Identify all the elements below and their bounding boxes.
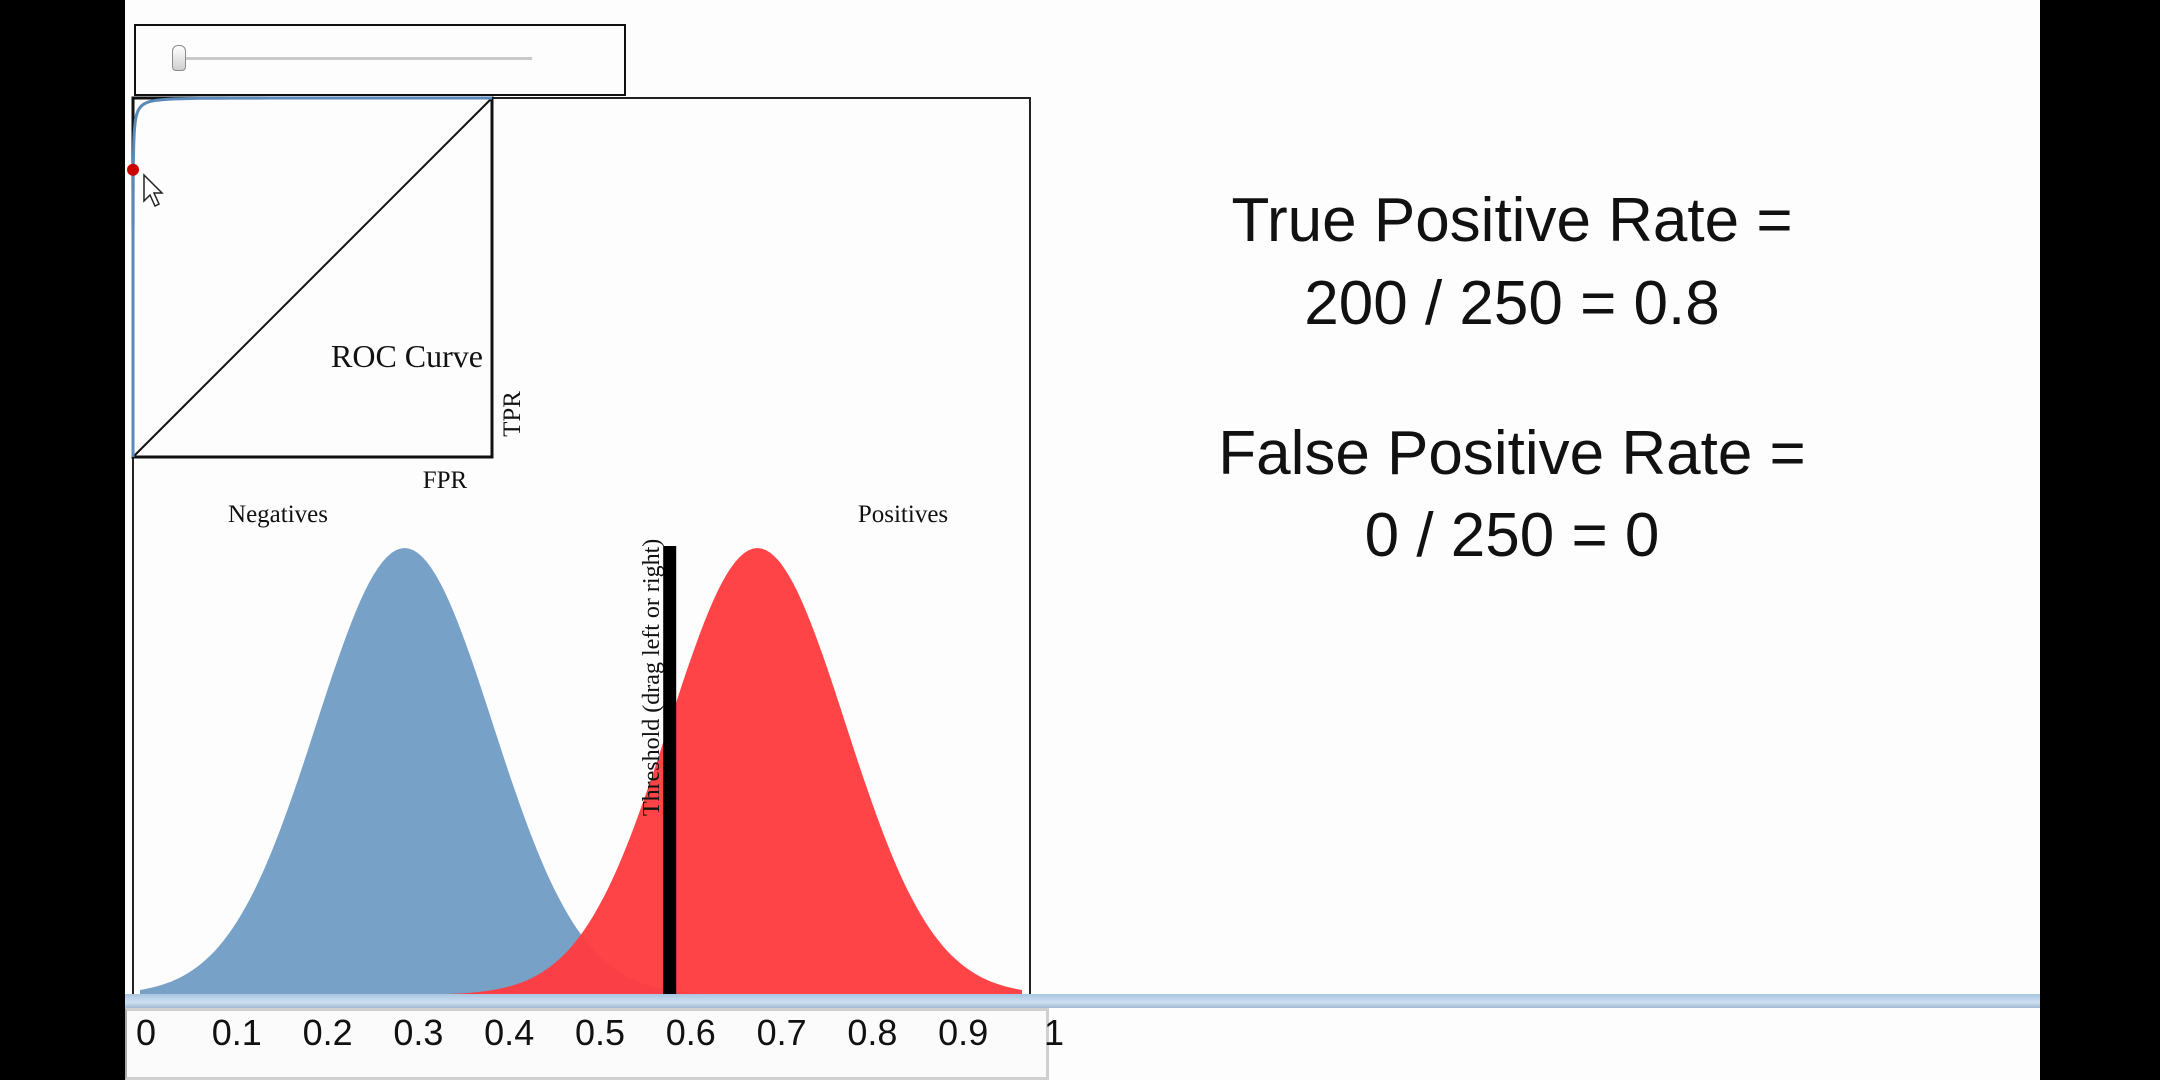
tpr-value: 200 / 250 = 0.8: [1304, 269, 1720, 338]
axis-tick-label: 0.6: [665, 1012, 716, 1053]
roc-ylabel: TPR: [499, 391, 526, 437]
axis-tick-label: 0.9: [938, 1012, 989, 1053]
axis-tick-label: 0.3: [393, 1012, 444, 1053]
right-letterbox: [2040, 0, 2160, 1080]
axis-tick-label: 0.8: [847, 1012, 898, 1053]
positives-distribution: [140, 548, 1022, 995]
axis-tick-label: 0.4: [484, 1012, 535, 1053]
tpr-label: True Positive Rate =: [1231, 186, 1793, 255]
roc-diagonal: [132, 97, 493, 458]
threshold-label: Threshold (drag left or right): [639, 539, 665, 816]
window-divider: [125, 994, 2040, 1008]
axis-tick-label: 0: [135, 1012, 157, 1053]
negatives-label: Negatives: [228, 501, 328, 528]
positives-label: Positives: [858, 501, 948, 528]
slider-thumb[interactable]: [172, 45, 186, 71]
roc-xlabel: FPR: [423, 467, 468, 494]
slider-track[interactable]: [172, 57, 532, 60]
axis-tick-label: 0.7: [756, 1012, 807, 1053]
roc-curve: [131, 96, 492, 457]
roc-title: ROC Curve: [331, 338, 483, 374]
roc-operating-point: [127, 163, 139, 176]
fpr-label: False Positive Rate =: [1218, 419, 1806, 488]
threshold-axis: [125, 1008, 1049, 1080]
fpr-value: 0 / 250 = 0: [1364, 501, 1660, 570]
axis-tick-label: 0.5: [574, 1012, 626, 1053]
axis-tick-label: 0.2: [302, 1012, 353, 1053]
mouse-cursor-icon: [143, 173, 164, 208]
axis-tick-label: 0.1: [211, 1012, 262, 1053]
slider-panel: [134, 24, 626, 96]
axis-tick-label: 1: [1043, 1012, 1065, 1053]
negatives-distribution: [140, 548, 1022, 995]
threshold-handle[interactable]: [663, 546, 677, 998]
left-letterbox: [0, 0, 125, 1080]
